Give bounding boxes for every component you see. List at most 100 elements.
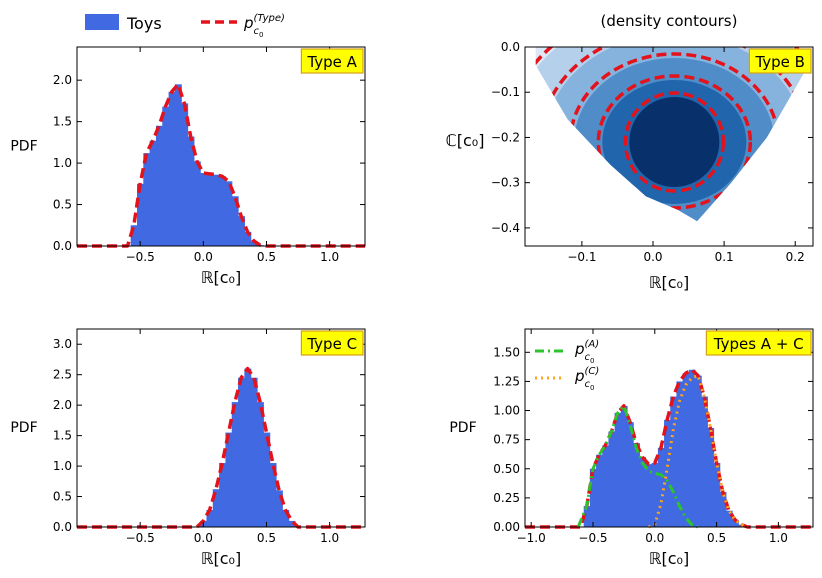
badge-label: Types A + C [713, 335, 804, 353]
x-tick-label: −0.5 [126, 531, 155, 545]
badge-box [748, 48, 812, 74]
bar [238, 377, 245, 527]
bar [181, 103, 189, 246]
y-tick-label: −0.1 [491, 85, 520, 99]
panel-c: −0.5 0.0 0.5 1.0 0.0 0.5 1.0 1.5 2.0 2.5 3.0 Type C… [10, 328, 366, 568]
badge-label: Type A [306, 53, 357, 71]
bar [193, 161, 201, 246]
panel-a: −0.5 0.0 0.5 1.0 0.0 0.5 1.0 1.5 2.0 Type A ℝ[c₀] P… [10, 46, 366, 287]
y-tick-label: 0.0 [53, 239, 72, 253]
bar [130, 225, 138, 246]
badge-box [300, 48, 364, 74]
plot-frame [76, 328, 366, 528]
bar [589, 468, 597, 527]
y-axis-label: ℂ[c₀] [446, 131, 485, 150]
bar [626, 422, 634, 527]
y-tick-label: 2.0 [53, 398, 72, 412]
bar [670, 396, 678, 527]
x-tick-label: 0.2 [786, 250, 805, 264]
bar [657, 447, 665, 527]
x-tick-label: 0.0 [645, 531, 664, 545]
bar [212, 174, 220, 246]
y-axis-label: PDF [10, 139, 37, 155]
contour-line [596, 74, 753, 210]
x-axis-label: ℝ[c₀] [649, 549, 689, 568]
bar [137, 183, 144, 246]
plot-frame [76, 46, 366, 247]
x-tick-label: 1.0 [769, 531, 788, 545]
y-tick-label: 1.0 [53, 459, 72, 473]
bar [155, 125, 163, 246]
x-tick-label: 0.5 [707, 531, 726, 545]
panel-b: −0.1 0.0 0.1 0.2 −0.4 −0.3 −0.2 −0.1 0.0 Type B (d… [446, 12, 814, 292]
bar [688, 369, 696, 527]
y-tick-label: 0.75 [493, 433, 520, 447]
bar [282, 509, 290, 527]
panel-ac: pc0(A)pc0(C) −1.0 −0.5 0.0 0.5 1.0 0.00 0.25 0.5… [449, 328, 814, 568]
bar [200, 173, 208, 246]
bar [694, 375, 702, 527]
bar [250, 241, 258, 246]
inner-legend-label: pc0(C) [574, 366, 599, 392]
badge-box [300, 330, 364, 356]
bar [664, 419, 671, 527]
x-tick-label: 0.0 [194, 250, 213, 264]
bar [212, 489, 220, 527]
legend-swatch-toys [85, 14, 119, 30]
bar [288, 520, 296, 527]
bar [225, 432, 233, 527]
y-tick-label: 0.00 [493, 520, 520, 534]
x-tick-label: −0.1 [567, 250, 596, 264]
x-axis-label: ℝ[c₀] [649, 273, 689, 292]
bar [225, 181, 233, 246]
bar [651, 462, 659, 527]
y-tick-label: 0.0 [53, 520, 72, 534]
panel-title: (density contours) [601, 12, 738, 30]
legend-label-fit: pc0(Type) [243, 13, 285, 39]
y-tick-label: 0.5 [53, 198, 72, 212]
bar [174, 84, 182, 246]
plot-frame [524, 46, 814, 247]
x-tick-label: 1.0 [320, 531, 339, 545]
bar [257, 402, 264, 527]
bar [707, 428, 715, 527]
x-tick-label: −1.0 [517, 531, 546, 545]
bar [238, 216, 245, 246]
y-tick-label: −0.2 [491, 130, 520, 144]
component-a-curve [576, 402, 699, 529]
y-tick-label: 3.0 [53, 337, 72, 351]
bar [633, 443, 640, 527]
bar [149, 140, 157, 246]
bar [602, 445, 610, 527]
y-tick-label: 1.50 [493, 345, 520, 359]
bar [713, 462, 721, 527]
y-tick-label: 0.50 [493, 462, 520, 476]
bar [162, 106, 170, 246]
x-tick-label: −0.5 [126, 250, 155, 264]
bar [719, 492, 727, 527]
bar [639, 457, 647, 527]
y-tick-label: −0.3 [491, 176, 520, 190]
contour-line [623, 91, 726, 193]
fit-curve [77, 82, 365, 248]
bar [168, 91, 176, 247]
x-tick-label: 0.5 [257, 531, 276, 545]
y-tick-label: 1.00 [493, 404, 520, 418]
density-level [629, 96, 720, 187]
y-tick-label: 2.0 [53, 73, 72, 87]
bar [219, 463, 227, 527]
bar [206, 173, 214, 246]
bar [250, 377, 258, 527]
y-tick-label: 1.25 [493, 374, 520, 388]
x-tick-label: −0.5 [578, 531, 607, 545]
y-tick-label: 0.25 [493, 491, 520, 505]
y-axis-label: PDF [10, 420, 37, 436]
bar [732, 520, 739, 527]
bar [596, 454, 603, 527]
badge-box [705, 330, 812, 356]
plot-frame [524, 328, 814, 528]
x-tick-label: 1.0 [320, 250, 339, 264]
x-tick-label: 0.0 [194, 531, 213, 545]
bar [645, 464, 653, 527]
bar [725, 510, 733, 527]
